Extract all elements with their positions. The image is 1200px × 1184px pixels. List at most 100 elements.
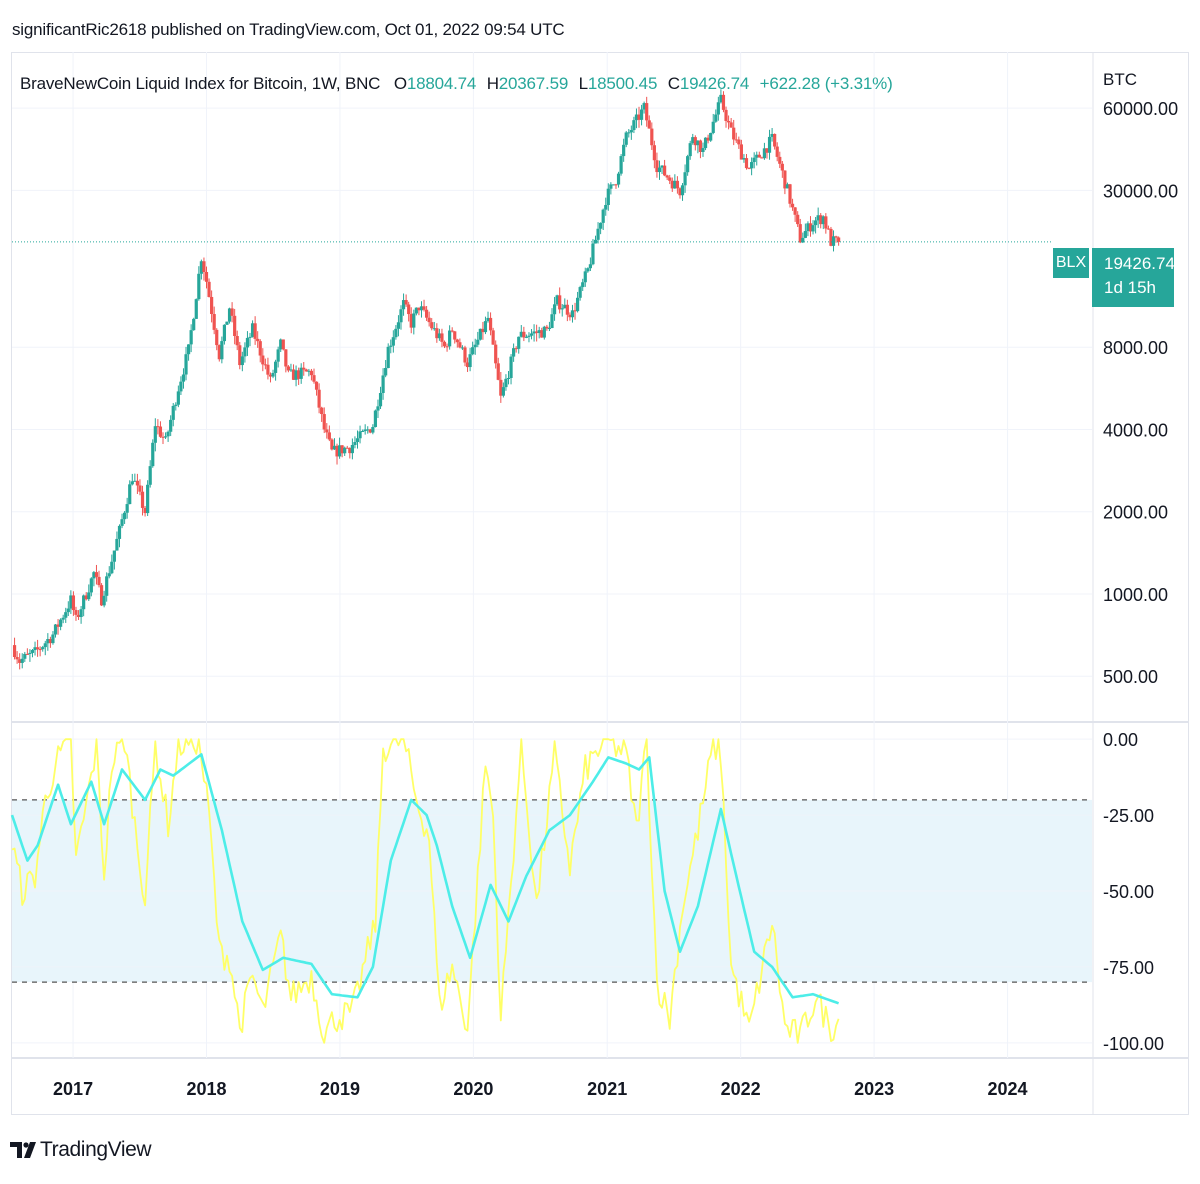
candle-body [724,109,728,121]
candle [371,424,375,435]
candle [340,445,344,458]
candle [581,278,585,291]
candle-body [506,377,511,379]
candle [673,174,677,189]
candle-body [678,188,682,196]
candle [819,213,823,229]
candle-body [245,337,250,348]
candle-body [716,102,720,115]
candle [289,363,293,372]
candle [762,142,767,160]
candle [757,151,761,158]
candle-body [601,209,605,223]
candle-body [762,148,767,159]
candle-body [299,367,303,379]
candle [634,108,639,129]
candle [125,497,129,519]
candle [767,129,772,160]
candle [235,330,239,351]
candle [788,183,792,208]
candle-body [453,331,457,340]
candle-body [35,647,40,650]
candle-body [655,160,659,173]
candle-body [565,304,569,315]
candle-body [527,335,531,337]
candle-body [675,180,680,189]
candle [670,177,674,192]
candle-body [69,595,73,609]
candle-body [133,480,137,482]
candle [253,316,257,345]
candle [41,645,45,652]
candle-body [586,268,590,272]
candle [261,348,265,372]
candle [217,344,221,362]
candle-body [808,223,813,232]
candle-body [66,608,70,613]
candle [243,342,247,363]
candle [361,429,365,432]
candle [578,285,582,301]
candle [332,438,337,450]
candle-body [757,154,761,158]
candle [199,259,203,280]
candle-body [79,609,83,618]
candle [307,368,311,377]
candle-body [616,173,621,185]
candle-body [394,328,398,338]
candle [683,164,687,193]
candle-body [15,657,19,660]
candle-body [729,122,733,128]
candle [110,554,114,575]
candle [350,438,354,460]
candle [376,399,380,419]
candle [33,641,37,656]
candle-body [215,329,219,346]
candle-body [814,220,818,226]
candle [714,109,718,123]
legend-high-value: 20367.59 [498,74,569,93]
candle-body [197,273,201,300]
candle-body [775,146,779,157]
candle-body [412,313,416,328]
candle-body [371,427,375,433]
candle [46,633,50,651]
candle-body [404,300,408,305]
candle-body [599,222,603,229]
candle-body [798,224,802,243]
candle [314,381,319,396]
candle [627,129,631,138]
candle [726,115,731,130]
candle-body [361,430,365,432]
candle-body [322,414,326,430]
candle-body [189,330,193,345]
candle-body [389,345,393,347]
tradingview-brand[interactable]: TradingView [10,1138,152,1162]
candle [442,340,447,349]
candle-body [529,333,534,336]
candle [455,338,459,348]
candle [831,230,836,252]
candle [337,437,342,459]
candle [709,132,713,142]
candle [550,308,554,329]
candle-body [281,339,285,350]
candle [524,334,529,339]
last-price-value: 19426.74 [1104,254,1175,273]
osc-y-tick-label: -25.00 [1103,806,1154,826]
candle-body [294,370,298,380]
candle-body [732,127,736,140]
candle-body [476,339,480,345]
candle-body [547,328,552,330]
x-tick-label: 2024 [988,1079,1028,1099]
candle-body [23,653,27,659]
candle-body [537,330,541,334]
candle-body [609,184,613,189]
candle-body [373,410,378,428]
candle [18,653,22,670]
candle-body [186,344,191,355]
candle-body [99,585,104,606]
candle [471,341,475,356]
candle-body [184,354,188,375]
